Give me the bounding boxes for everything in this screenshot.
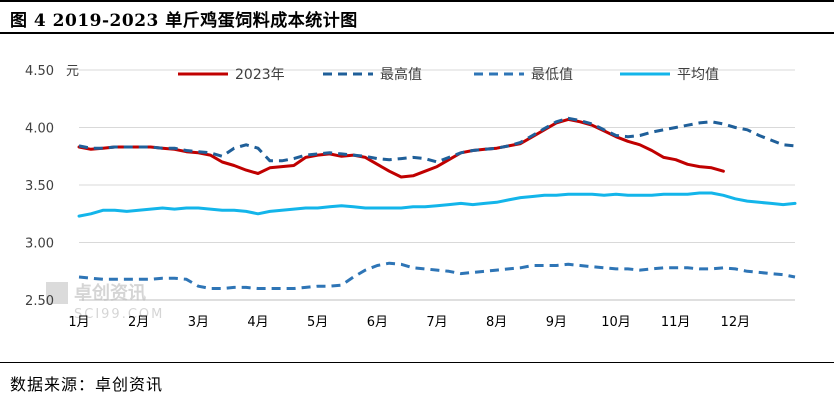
y-tick-label: 3.50 — [25, 179, 54, 194]
x-tick-label: 3月 — [188, 315, 209, 330]
x-tick-label: 6月 — [367, 315, 388, 330]
watermark-logo-icon — [46, 282, 68, 304]
y-tick-label: 3.00 — [25, 237, 54, 252]
x-tick-label: 11月 — [661, 315, 691, 330]
series-line-3 — [77, 191, 797, 218]
x-tick-label: 4月 — [247, 315, 268, 330]
legend-label-0: 2023年 — [235, 67, 285, 83]
chart-area: 卓创资讯 SCI99.COM 2.50 3.00 3.50 4.00 4.50 元 1月 2月 3月… — [0, 36, 834, 358]
y-tick-label: 4.50 — [25, 64, 54, 79]
figure-title: 图 4 2019-2023 单斤鸡蛋饲料成本统计图 — [10, 11, 358, 31]
x-tick-label: 12月 — [721, 315, 751, 330]
x-tick-label: 9月 — [546, 315, 567, 330]
data-source: 数据来源：卓创资讯 — [10, 375, 164, 394]
series-line-1 — [78, 116, 796, 164]
watermark-text: 卓创资讯 — [74, 282, 146, 304]
watermark-subtext: SCI99.COM — [74, 307, 164, 322]
x-tick-label: 7月 — [426, 315, 447, 330]
legend-label-2: 最低值 — [531, 67, 573, 83]
x-tick-label: 5月 — [307, 315, 328, 330]
line-chart: 卓创资讯 SCI99.COM 2.50 3.00 3.50 4.00 4.50 元 1月 2月 3月… — [25, 64, 797, 330]
y-axis-unit-label: 元 — [66, 64, 79, 79]
x-tick-label: 1月 — [68, 315, 89, 330]
x-tick-label: 8月 — [486, 315, 507, 330]
y-tick-label: 4.00 — [25, 122, 54, 137]
x-tick-label: 10月 — [601, 315, 631, 330]
legend-label-1: 最高值 — [380, 66, 422, 83]
title-bar: 图 4 2019-2023 单斤鸡蛋饲料成本统计图 — [0, 0, 834, 34]
legend-label-3: 平均值 — [677, 67, 719, 83]
source-bar: 数据来源：卓创资讯 — [0, 362, 834, 401]
watermark: 卓创资讯 SCI99.COM — [46, 282, 164, 322]
series-line-2 — [78, 261, 796, 290]
x-tick-label: 2月 — [128, 315, 149, 330]
y-tick-label: 2.50 — [25, 294, 54, 309]
